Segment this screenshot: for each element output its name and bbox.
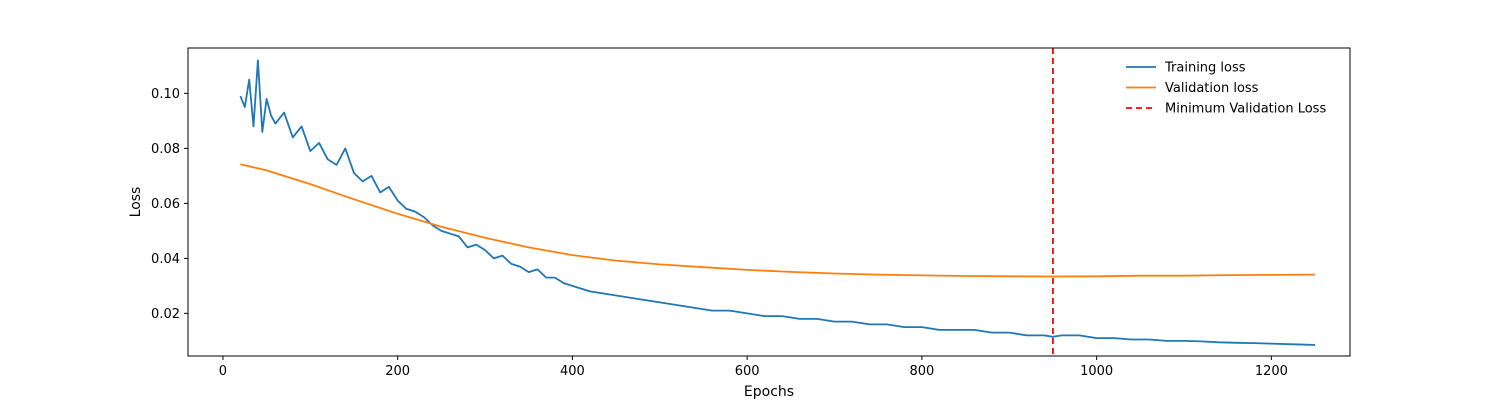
x-tick-label: 400 — [560, 364, 585, 379]
x-tick-label: 1200 — [1255, 364, 1288, 379]
x-tick-label: 1000 — [1080, 364, 1113, 379]
y-tick-label: 0.06 — [151, 197, 180, 212]
plot-area — [239, 48, 1316, 356]
legend-label-2: Minimum Validation Loss — [1165, 102, 1326, 117]
legend-label-1: Validation loss — [1165, 81, 1259, 96]
x-axis-label: Epochs — [744, 384, 794, 400]
series-line-1 — [240, 163, 1316, 278]
x-tick-label: 600 — [735, 364, 760, 379]
legend: Training loss Validation loss Minimum Vali… — [1126, 61, 1326, 117]
y-tick-label: 0.08 — [151, 142, 180, 157]
legend-label-0: Training loss — [1164, 61, 1246, 76]
series-line-0 — [239, 59, 1316, 346]
y-tick-label: 0.10 — [151, 87, 180, 102]
plot-frame — [187, 47, 1351, 357]
x-tick-label: 0 — [219, 364, 227, 379]
x-tick-label: 800 — [909, 364, 934, 379]
axis-ticks: 0 200 400 600 800 1000 1200 0.02 0.04 0.06 0.08 0.1… — [151, 87, 1288, 379]
y-axis-label: Loss — [128, 187, 144, 218]
y-tick-label: 0.02 — [151, 307, 180, 322]
y-tick-label: 0.04 — [151, 252, 180, 267]
x-tick-label: 200 — [385, 364, 410, 379]
